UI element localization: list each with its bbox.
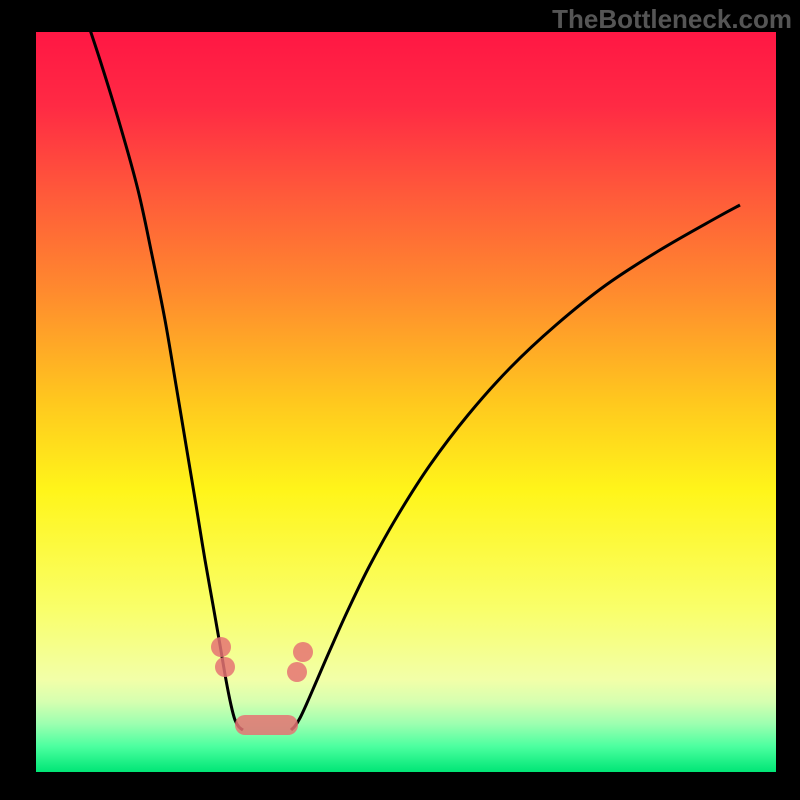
marker-left-0 <box>211 637 231 657</box>
gradient-background <box>36 32 776 772</box>
plot-area <box>36 32 776 772</box>
marker-valley-bar <box>235 715 298 735</box>
marker-right-1 <box>287 662 307 682</box>
marker-left-1 <box>215 657 235 677</box>
watermark-text: TheBottleneck.com <box>552 4 792 35</box>
plot-svg <box>36 32 776 772</box>
marker-right-0 <box>293 642 313 662</box>
